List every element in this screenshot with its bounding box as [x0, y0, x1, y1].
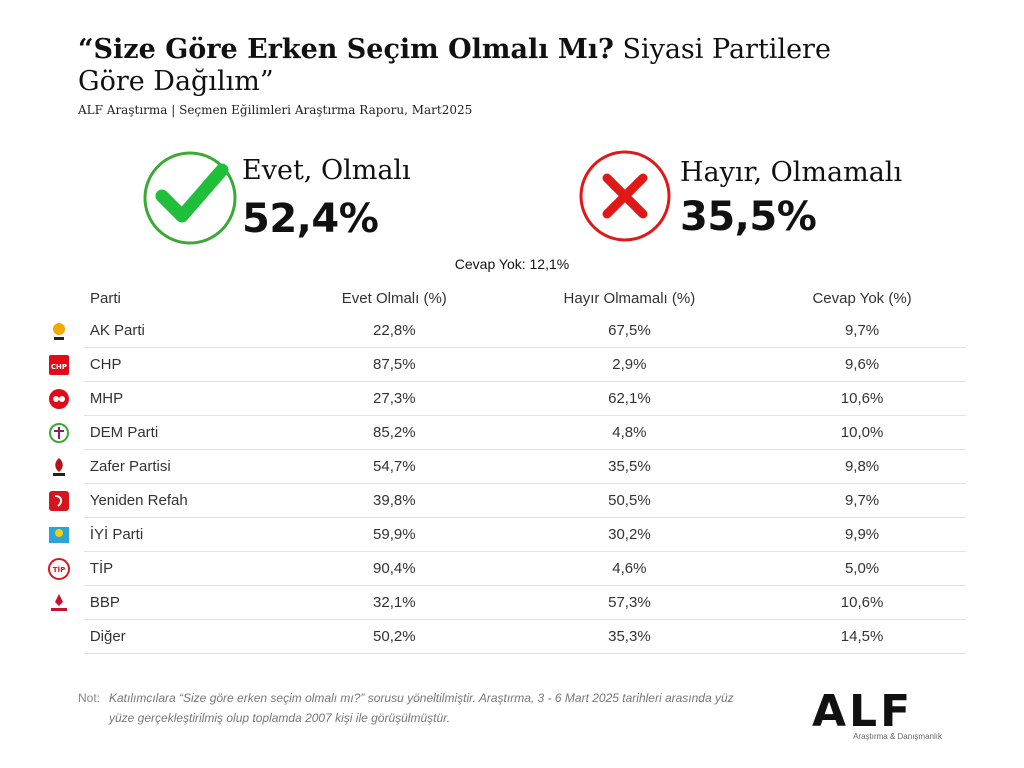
- ak-parti-logo-icon: [53, 322, 65, 340]
- table-header-row: Parti Evet Olmalı (%) Hayır Olmamalı (%)…: [44, 282, 966, 314]
- zafer-partisi-logo-icon: [53, 457, 65, 476]
- table-row: Zafer Partisi 54,7% 35,5% 9,8%: [44, 449, 966, 484]
- cell-yok: 9,7%: [758, 483, 966, 518]
- party-logo-cell: [44, 518, 84, 552]
- cell-yok: 9,8%: [758, 449, 966, 484]
- party-name: TİP: [83, 551, 288, 586]
- cell-hayir: 67,5%: [500, 314, 759, 348]
- summary-no-value: 35,5%: [680, 194, 817, 240]
- svg-text:CHP: CHP: [51, 363, 67, 371]
- footnote: Not: Katılımcılara “Size göre erken seçi…: [78, 688, 738, 728]
- party-logo-cell: [44, 484, 84, 518]
- table-row: BBP 32,1% 57,3% 10,6%: [44, 585, 966, 620]
- cell-yok: 10,6%: [758, 585, 966, 620]
- cell-hayir: 4,8%: [500, 415, 759, 450]
- cell-hayir: 35,3%: [500, 619, 759, 654]
- iyi-parti-logo-icon: [49, 526, 69, 543]
- summary-yes-value: 52,4%: [242, 196, 379, 242]
- footnote-label: Not:: [78, 691, 101, 705]
- table-row: TİP TİP 90,4% 4,6% 5,0%: [44, 551, 966, 586]
- summary-no-answer: Cevap Yok: 12,1%: [454, 256, 570, 272]
- tip-logo-icon: TİP: [48, 557, 70, 580]
- cell-hayir: 57,3%: [500, 585, 759, 620]
- chart-title: “Size Göre Erken Seçim Olmalı Mı? Siyasi…: [78, 34, 838, 98]
- cell-yok: 9,6%: [758, 347, 966, 382]
- yeniden-refah-logo-icon: [49, 490, 69, 511]
- brand: ALF Araştırma & Danışmanlık: [812, 686, 942, 742]
- cell-yok: 10,0%: [758, 415, 966, 450]
- column-header-evet: Evet Olmalı (%): [341, 289, 447, 307]
- cross-circle-icon: [579, 150, 671, 242]
- cell-yok: 10,6%: [758, 381, 966, 416]
- party-name: Yeniden Refah: [83, 483, 288, 518]
- table-row: AK Parti 22,8% 67,5% 9,7%: [44, 314, 966, 348]
- column-header-yok: Cevap Yok (%): [812, 289, 912, 307]
- cell-yok: 9,9%: [758, 517, 966, 552]
- cell-hayir: 50,5%: [500, 483, 759, 518]
- party-name: İYİ Parti: [83, 517, 288, 552]
- cell-evet: 54,7%: [287, 449, 501, 484]
- table-row: Diğer 50,2% 35,3% 14,5%: [44, 619, 966, 654]
- party-table: Parti Evet Olmalı (%) Hayır Olmamalı (%)…: [44, 282, 966, 654]
- cell-evet: 27,3%: [287, 381, 501, 416]
- check-circle-icon: [143, 151, 237, 245]
- cell-evet: 39,8%: [287, 483, 501, 518]
- party-name: BBP: [83, 585, 288, 620]
- summary-yes-label: Evet, Olmalı: [242, 155, 411, 186]
- party-name: MHP: [83, 381, 288, 416]
- cell-evet: 87,5%: [287, 347, 501, 382]
- mhp-logo-icon: [49, 388, 69, 409]
- alf-logo: ALF: [812, 686, 914, 737]
- cell-yok: 14,5%: [758, 619, 966, 654]
- table-row: MHP 27,3% 62,1% 10,6%: [44, 381, 966, 416]
- party-logo-cell: [44, 586, 84, 620]
- brand-tagline: Araştırma & Danışmanlık: [853, 732, 942, 741]
- table-row: DEM Parti 85,2% 4,8% 10,0%: [44, 415, 966, 450]
- cell-evet: 90,4%: [287, 551, 501, 586]
- party-logo-cell: [44, 314, 84, 348]
- chart-title-bold: “Size Göre Erken Seçim Olmalı Mı?: [78, 34, 614, 65]
- cell-hayir: 35,5%: [500, 449, 759, 484]
- table-row: CHP CHP 87,5% 2,9% 9,6%: [44, 347, 966, 382]
- chart-subtitle: ALF Araştırma | Seçmen Eğilimleri Araştı…: [78, 103, 473, 117]
- bbp-logo-icon: [51, 593, 67, 611]
- table-row: Yeniden Refah 39,8% 50,5% 9,7%: [44, 483, 966, 518]
- cell-hayir: 2,9%: [500, 347, 759, 382]
- party-logo-cell: [44, 450, 84, 484]
- party-name: DEM Parti: [83, 415, 288, 450]
- column-header-hayir: Hayır Olmamalı (%): [563, 289, 696, 307]
- party-logo-cell: [44, 416, 84, 450]
- column-header-party: Parti: [90, 289, 121, 307]
- cell-evet: 50,2%: [287, 619, 501, 654]
- party-logo-cell: TİP: [44, 552, 84, 586]
- table-row: İYİ Parti 59,9% 30,2% 9,9%: [44, 517, 966, 552]
- party-name: Zafer Partisi: [83, 449, 288, 484]
- dem-parti-logo-icon: [49, 422, 69, 443]
- party-logo-cell: CHP: [44, 348, 84, 382]
- chp-logo-icon: CHP: [49, 354, 69, 375]
- cell-yok: 5,0%: [758, 551, 966, 586]
- footnote-text: Katılımcılara “Size göre erken seçim olm…: [109, 691, 734, 725]
- party-name: Diğer: [83, 619, 288, 654]
- cell-yok: 9,7%: [758, 314, 966, 348]
- summary-no-label: Hayır, Olmamalı: [680, 157, 903, 188]
- cell-hayir: 4,6%: [500, 551, 759, 586]
- cell-evet: 32,1%: [287, 585, 501, 620]
- party-name: CHP: [83, 347, 288, 382]
- cell-hayir: 30,2%: [500, 517, 759, 552]
- cell-hayir: 62,1%: [500, 381, 759, 416]
- chart-title-rest: Siyasi Partilere Göre Dağılım”: [78, 34, 831, 97]
- cell-evet: 85,2%: [287, 415, 501, 450]
- party-logo-cell: [44, 620, 84, 654]
- party-name: AK Parti: [83, 314, 288, 348]
- cell-evet: 59,9%: [287, 517, 501, 552]
- party-logo-cell: [44, 382, 84, 416]
- cell-evet: 22,8%: [287, 314, 501, 348]
- svg-text:TİP: TİP: [53, 565, 66, 574]
